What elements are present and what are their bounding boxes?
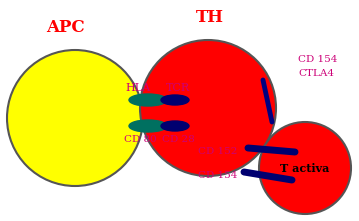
Text: CD 154: CD 154 [298, 55, 337, 65]
Ellipse shape [161, 121, 189, 131]
Text: CTLA4: CTLA4 [298, 69, 334, 78]
Text: CD 28: CD 28 [162, 135, 194, 145]
Circle shape [7, 50, 143, 186]
Circle shape [140, 40, 276, 176]
Text: T activa: T activa [280, 162, 330, 173]
Ellipse shape [161, 95, 189, 105]
Text: HLA: HLA [125, 83, 150, 93]
Text: TH: TH [196, 10, 224, 27]
Text: CD 80: CD 80 [123, 135, 157, 145]
Ellipse shape [129, 94, 167, 106]
Text: TCR: TCR [166, 83, 190, 93]
Text: CD 154: CD 154 [198, 171, 238, 181]
Ellipse shape [129, 120, 167, 132]
Circle shape [259, 122, 351, 214]
Text: CD 152: CD 152 [198, 147, 238, 156]
Text: APC: APC [46, 19, 84, 36]
